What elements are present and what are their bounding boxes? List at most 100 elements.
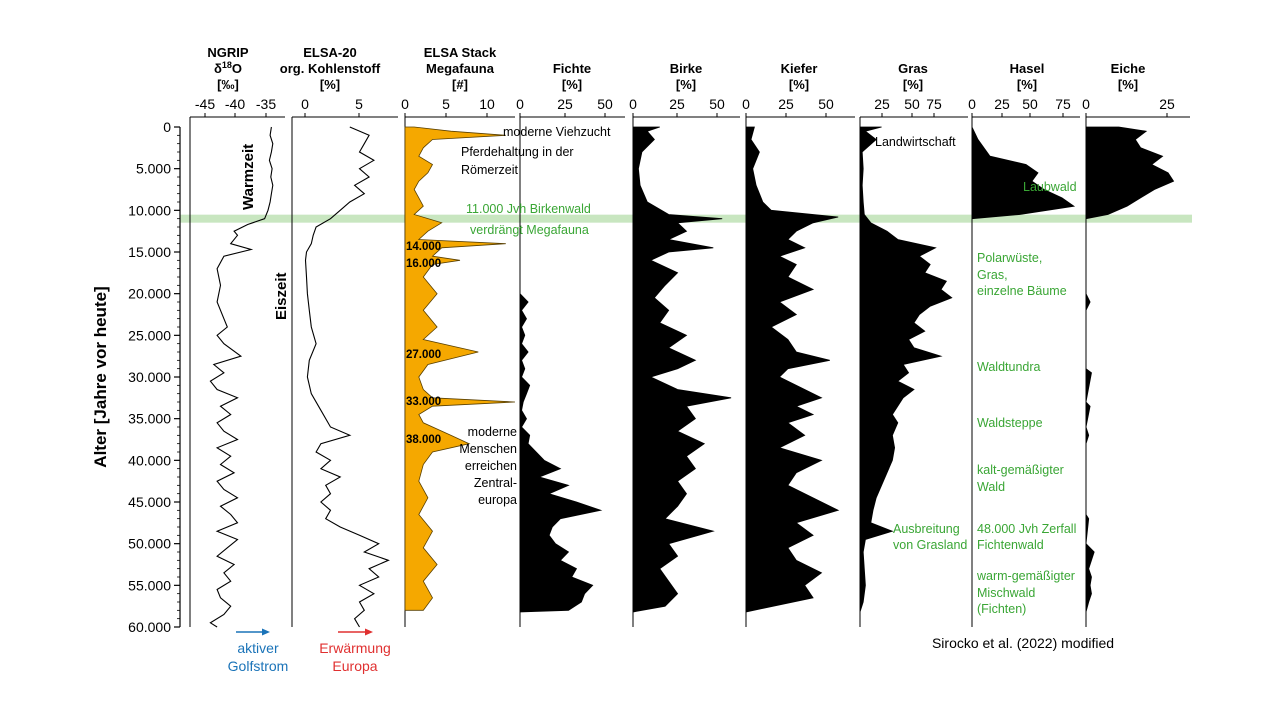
y-tick-label: 60.000 bbox=[128, 619, 171, 635]
x-tick-label: 50 bbox=[597, 96, 613, 112]
x-tick-label: 50 bbox=[904, 96, 920, 112]
mischwald-label-3: (Fichten) bbox=[977, 602, 1026, 616]
erwaermung-arrowhead bbox=[365, 628, 373, 636]
x-tick-label: 0 bbox=[742, 96, 750, 112]
kaltwald-label-2: Wald bbox=[977, 480, 1005, 494]
panel-title-line: org. Kohlenstoff bbox=[280, 61, 381, 76]
panel-eiche: Eiche[%] 0 25 bbox=[1082, 61, 1190, 627]
x-tick-label: 75 bbox=[1055, 96, 1071, 112]
x-tick-label: 25 bbox=[557, 96, 573, 112]
x-tick-label: 50 bbox=[818, 96, 834, 112]
panel-birke: Birke[%] 0 25 50 bbox=[629, 61, 740, 627]
panel-title-line: ELSA-20 bbox=[303, 45, 356, 60]
panel-title-line: δ18O bbox=[214, 60, 242, 76]
x-tick-label: 25 bbox=[874, 96, 890, 112]
panel-title-line: [%] bbox=[789, 77, 809, 92]
x-tick-label: 0 bbox=[301, 96, 309, 112]
mischwald-label-2: Mischwald bbox=[977, 586, 1035, 600]
x-tick-label: 25 bbox=[669, 96, 685, 112]
y-tick-label: 25.000 bbox=[128, 327, 171, 343]
panel-title-line: [%] bbox=[1017, 77, 1037, 92]
y-axis: 0 5.000 10.000 15.000 20.000 25.000 30.000 35.0… bbox=[91, 119, 181, 635]
polarwueste-label-2: Gras, bbox=[977, 268, 1008, 282]
stack-label-33000: 33.000 bbox=[406, 396, 441, 408]
birkenwald-label-2: verdrängt Megafauna bbox=[470, 223, 589, 237]
polarwueste-label-1: Polarwüste, bbox=[977, 251, 1042, 265]
y-tick-label: 45.000 bbox=[128, 494, 171, 510]
x-tick-label: 75 bbox=[926, 96, 942, 112]
x-tick-label: 0 bbox=[968, 96, 976, 112]
y-tick-label: 5.000 bbox=[136, 161, 171, 177]
pferde-label-1: Pferdehaltung in der bbox=[461, 145, 574, 159]
citation: Sirocko et al. (2022) modified bbox=[932, 635, 1114, 651]
panel-title-line: Birke bbox=[670, 61, 703, 76]
series-hasel bbox=[971, 126, 1076, 612]
panel-title-line: [%] bbox=[676, 77, 696, 92]
kaltwald-label-1: kalt-gemäßigter bbox=[977, 463, 1064, 477]
stack-label-14000: 14.000 bbox=[406, 241, 441, 253]
panel-title-line: Kiefer bbox=[781, 61, 818, 76]
series-fichte bbox=[519, 127, 603, 613]
x-tick-label: 25 bbox=[1159, 96, 1175, 112]
stack-label-16000: 16.000 bbox=[406, 258, 441, 270]
panel-title-line: [#] bbox=[452, 77, 468, 92]
x-tick-label: 0 bbox=[629, 96, 637, 112]
menschen-label-1: moderne bbox=[468, 425, 517, 439]
viehzucht-label: moderne Viehzucht bbox=[503, 125, 611, 139]
panel-title-line: [%] bbox=[903, 77, 923, 92]
x-tick-label: 5 bbox=[355, 96, 363, 112]
mischwald-label-1: warm-gemäßigter bbox=[976, 569, 1075, 583]
x-tick-label: -35 bbox=[256, 96, 276, 112]
menschen-label-2: Menschen bbox=[459, 442, 517, 456]
y-tick-label: 30.000 bbox=[128, 369, 171, 385]
panel-title-line: Eiche bbox=[1111, 61, 1146, 76]
x-tick-label: 0 bbox=[516, 96, 524, 112]
erwaermung-label-1: Erwärmung bbox=[319, 640, 391, 656]
stack-label-27000: 27.000 bbox=[406, 349, 441, 361]
grasland-label-1: Ausbreitung bbox=[893, 522, 960, 536]
erwaermung-label-2: Europa bbox=[332, 658, 377, 674]
menschen-label-4: Zentral- bbox=[474, 476, 517, 490]
zerfall-label-2: Fichtenwald bbox=[977, 538, 1044, 552]
x-tick-label: -40 bbox=[225, 96, 245, 112]
annotations: Warmzeit Eiszeit moderne Viehzucht Pferd… bbox=[228, 125, 1114, 674]
x-tick-label: 10 bbox=[479, 96, 495, 112]
pferde-label-2: Römerzeit bbox=[461, 163, 518, 177]
golfstrom-arrowhead bbox=[262, 628, 270, 636]
x-tick-label: 0 bbox=[401, 96, 409, 112]
polarwueste-label-3: einzelne Bäume bbox=[977, 284, 1067, 298]
y-tick-label: 50.000 bbox=[128, 536, 171, 552]
series-kiefer bbox=[745, 126, 840, 613]
y-axis-label: Alter [Jahre vor heute] bbox=[91, 286, 110, 467]
golfstrom-label-1: aktiver bbox=[237, 640, 279, 656]
waldsteppe-label: Waldsteppe bbox=[977, 416, 1043, 430]
panel-fichte: Fichte[%] 0 25 50 bbox=[516, 61, 625, 627]
waldtundra-label: Waldtundra bbox=[977, 360, 1041, 374]
series-birke bbox=[632, 126, 732, 613]
x-tick-label: 50 bbox=[709, 96, 725, 112]
eiszeit-label: Eiszeit bbox=[273, 272, 290, 320]
zerfall-label-1: 48.000 Jvh Zerfall bbox=[977, 522, 1076, 536]
panel-hasel: Hasel[%] 0 25 50 75 bbox=[968, 61, 1080, 627]
x-tick-label: 0 bbox=[1082, 96, 1090, 112]
y-tick-label: 20.000 bbox=[128, 286, 171, 302]
series-eiche bbox=[1085, 126, 1175, 613]
laubwald-label: Laubwald bbox=[1023, 180, 1077, 194]
panel-title-line: NGRIP bbox=[207, 45, 249, 60]
menschen-label-5: europa bbox=[478, 493, 517, 507]
panel-title-line: Gras bbox=[898, 61, 928, 76]
menschen-label-3: erreichen bbox=[465, 459, 517, 473]
panel-kiefer: Kiefer[%] 0 25 50 bbox=[742, 61, 855, 627]
landwirtschaft-label: Landwirtschaft bbox=[875, 135, 956, 149]
x-tick-label: 25 bbox=[778, 96, 794, 112]
panel-gras: Gras[%] 25 50 75 bbox=[859, 61, 968, 627]
series-gras bbox=[859, 126, 953, 613]
series-megafauna bbox=[404, 126, 516, 611]
birkenwald-label-1: 11.000 Jvh Birkenwald bbox=[466, 202, 591, 216]
x-tick-label: -45 bbox=[195, 96, 215, 112]
stack-label-38000: 38.000 bbox=[406, 434, 441, 446]
